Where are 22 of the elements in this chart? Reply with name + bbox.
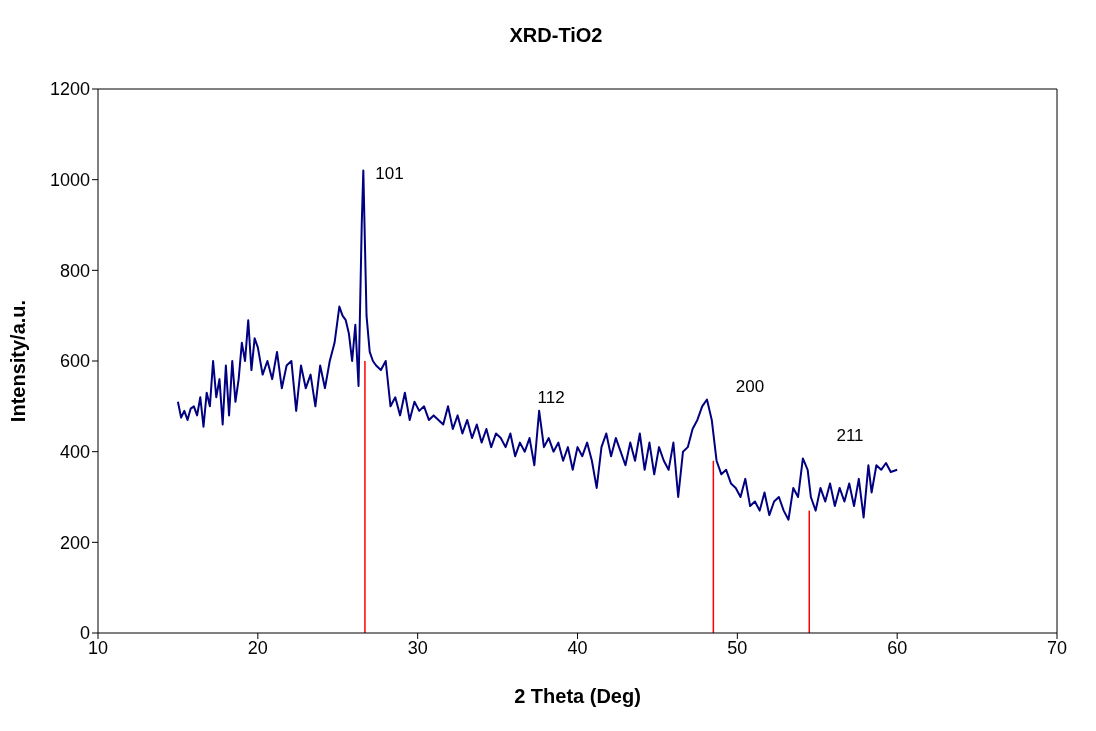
annotation: 200 xyxy=(735,377,765,397)
x-tick-label: 70 xyxy=(1046,637,1068,658)
y-tick-label: 200 xyxy=(59,532,90,553)
line-series xyxy=(176,169,899,521)
y-axis-title: Intensity/a.u. xyxy=(7,299,30,423)
x-tick-label: 60 xyxy=(887,637,908,658)
chart-title: XRD-TiO2 xyxy=(508,24,604,47)
x-tick-label: 30 xyxy=(407,637,428,658)
y-tick-label: 1000 xyxy=(49,170,90,191)
annotation: 211 xyxy=(836,426,864,446)
annotation: 112 xyxy=(537,387,565,407)
y-tick-label: 0 xyxy=(79,623,90,644)
x-tick-label: 40 xyxy=(567,637,588,658)
y-tick-label: 600 xyxy=(59,351,90,372)
x-axis-title: 2 Theta (Deg) xyxy=(514,685,641,707)
annotation: 101 xyxy=(375,163,404,183)
x-tick-label: 50 xyxy=(727,637,748,658)
x-tick-label: 20 xyxy=(247,637,268,658)
y-tick-label: 1200 xyxy=(49,79,90,100)
x-tick-label: 10 xyxy=(87,637,109,658)
y-tick-label: 800 xyxy=(59,260,90,281)
y-tick-label: 400 xyxy=(59,442,90,463)
